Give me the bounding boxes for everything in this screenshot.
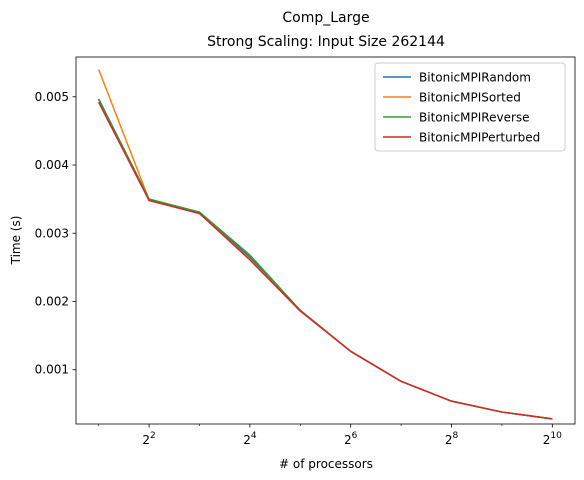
y-axis-ticks: 0.001 0.002 0.003 0.004 0.005 (35, 90, 76, 377)
chart-subtitle: Strong Scaling: Input Size 262144 (207, 34, 445, 50)
y-tick-label: 0.003 (35, 226, 69, 240)
legend-label: BitonicMPIReverse (419, 111, 530, 125)
x-tick-label: 26 (344, 431, 358, 447)
y-tick-label: 0.002 (35, 295, 69, 309)
x-tick-label: 22 (142, 431, 155, 447)
series-layer (97, 69, 553, 420)
x-tick-label: 24 (243, 431, 257, 447)
legend-box (374, 62, 566, 152)
y-tick-label: 0.004 (35, 158, 69, 172)
x-tick-label: 28 (445, 431, 459, 447)
y-tick-label: 0.001 (35, 363, 69, 377)
x-axis-label: # of processors (279, 457, 373, 471)
x-tick-label: 210 (543, 431, 562, 447)
legend-label: BitonicMPISorted (419, 91, 521, 105)
x-axis-ticks: 22 24 26 28 210 (98, 424, 562, 447)
legend: BitonicMPIRandom BitonicMPISorted BitonicM… (374, 62, 566, 152)
legend-label: BitonicMPIRandom (419, 71, 531, 85)
series-line-3 (98, 101, 553, 420)
y-tick-label: 0.005 (35, 90, 69, 104)
legend-label: BitonicMPIPerturbed (419, 131, 540, 145)
y-axis-label: Time (s) (9, 216, 23, 266)
chart-title: Comp_Large (282, 10, 369, 26)
